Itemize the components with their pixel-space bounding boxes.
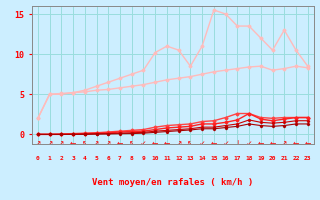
Text: ↗: ↗ <box>175 139 182 148</box>
Text: ↙: ↙ <box>246 139 252 148</box>
Text: ←: ← <box>258 139 264 148</box>
Text: ←: ← <box>269 139 276 148</box>
Text: ↗: ↗ <box>281 139 287 148</box>
Text: ↖: ↖ <box>129 139 135 148</box>
Text: ←: ← <box>305 139 311 148</box>
Text: ↙: ↙ <box>199 139 205 148</box>
Text: ↖: ↖ <box>82 139 88 148</box>
Text: ↖: ↖ <box>187 139 194 148</box>
Text: ↗: ↗ <box>58 139 65 148</box>
Text: ←: ← <box>293 139 299 148</box>
Text: ↗: ↗ <box>93 139 100 148</box>
Text: ↗: ↗ <box>46 139 53 148</box>
Text: ←: ← <box>152 139 158 148</box>
X-axis label: Vent moyen/en rafales ( km/h ): Vent moyen/en rafales ( km/h ) <box>92 178 253 187</box>
Text: ↓: ↓ <box>234 139 241 148</box>
Text: ↙: ↙ <box>222 139 229 148</box>
Text: ↙: ↙ <box>140 139 147 148</box>
Text: ←: ← <box>117 139 123 148</box>
Text: ↗: ↗ <box>105 139 111 148</box>
Text: ←: ← <box>211 139 217 148</box>
Text: ↗: ↗ <box>35 139 41 148</box>
Text: ←: ← <box>70 139 76 148</box>
Text: ←: ← <box>164 139 170 148</box>
